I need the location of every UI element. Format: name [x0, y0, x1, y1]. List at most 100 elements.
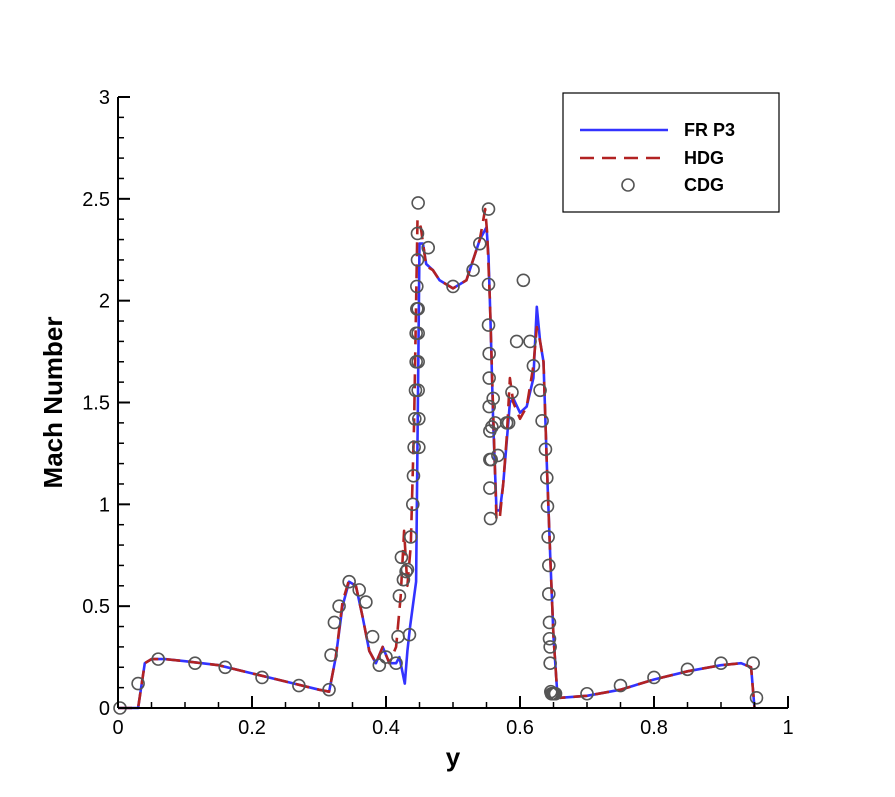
data-point	[542, 615, 557, 630]
data-point	[372, 658, 387, 673]
data-point	[481, 318, 496, 332]
legend: FR P3 HDG CDG	[562, 92, 780, 213]
legend-label-cdg: CDG	[684, 175, 724, 195]
data-point	[540, 499, 555, 514]
data-point	[410, 279, 424, 294]
data-point	[411, 383, 425, 398]
y-tick-label: 3	[99, 87, 110, 109]
data-point	[399, 564, 413, 579]
data-point	[543, 640, 557, 654]
y-axis-label: Mach Number	[38, 317, 68, 489]
data-point	[482, 371, 496, 385]
data-point	[188, 656, 202, 670]
data-point	[412, 440, 426, 455]
data-point	[421, 240, 436, 255]
series-line-hdg	[118, 207, 756, 710]
data-point	[746, 656, 760, 670]
data-point	[411, 196, 425, 210]
x-tick-label: 0	[112, 717, 123, 739]
data-point	[411, 354, 425, 369]
y-axis-ticks: 0 0.5 1 1.5 2 2.5 3	[82, 87, 130, 720]
data-point	[541, 530, 555, 544]
data-point	[647, 670, 661, 685]
legend-swatch-cdg	[621, 178, 635, 192]
data-point	[533, 383, 547, 398]
data-point	[392, 589, 407, 603]
data-point	[408, 411, 422, 426]
data-point	[218, 660, 232, 675]
data-point	[322, 682, 336, 697]
data-point	[509, 334, 524, 349]
data-point	[402, 627, 417, 642]
data-point	[151, 652, 165, 666]
y-tick-label: 1.5	[82, 393, 110, 415]
data-point	[379, 650, 393, 664]
data-point	[391, 629, 405, 644]
series-cdg	[113, 196, 764, 715]
data-point	[352, 583, 367, 597]
data-point	[365, 629, 380, 644]
data-point	[548, 686, 563, 701]
data-point	[542, 558, 556, 573]
data-point	[255, 670, 269, 685]
x-tick-label: 0.8	[640, 717, 668, 739]
legend-label-fr-p3: FR P3	[684, 120, 735, 140]
y-tick-label: 1	[99, 494, 110, 516]
series-line-fr-p3	[118, 226, 756, 710]
y-tick-label: 0	[99, 698, 110, 720]
x-tick-label: 1	[782, 717, 793, 739]
data-point	[526, 359, 541, 373]
data-point	[327, 615, 342, 630]
data-point	[501, 416, 516, 430]
data-point	[505, 385, 519, 400]
data-point	[400, 562, 415, 577]
data-point	[749, 691, 764, 705]
x-axis-label: y	[446, 742, 461, 772]
data-point	[523, 334, 537, 349]
data-point	[613, 678, 628, 693]
x-tick-label: 0.4	[372, 717, 400, 739]
legend-box	[562, 92, 780, 213]
data-point	[405, 497, 420, 512]
data-point	[446, 279, 460, 294]
data-point	[491, 448, 505, 463]
y-tick-label: 2	[99, 291, 110, 313]
data-point	[410, 226, 425, 241]
data-point	[543, 656, 557, 670]
data-point	[407, 440, 421, 455]
data-point	[481, 202, 496, 216]
data-point	[410, 253, 425, 267]
data-point	[542, 631, 557, 646]
data-point	[482, 399, 496, 414]
data-point	[484, 452, 498, 467]
data-point	[481, 277, 496, 292]
data-point	[324, 648, 338, 662]
x-tick-label: 0.6	[506, 717, 534, 739]
y-tick-label: 0.5	[82, 596, 110, 618]
data-point	[538, 442, 553, 457]
data-point	[389, 656, 403, 670]
x-axis-ticks: 0 0.2 0.4 0.6 0.8 1	[112, 696, 794, 739]
data-point	[466, 263, 480, 277]
data-point	[680, 662, 695, 677]
data-point	[539, 471, 554, 485]
data-point	[580, 686, 594, 701]
y-tick-label: 2.5	[82, 189, 110, 211]
data-point	[131, 676, 145, 691]
data-point	[516, 273, 531, 288]
data-point	[483, 481, 497, 495]
data-point	[411, 326, 425, 341]
data-point	[342, 574, 356, 589]
data-point	[486, 391, 501, 406]
data-point	[483, 511, 498, 526]
x-tick-label: 0.2	[238, 717, 266, 739]
data-point	[394, 550, 409, 565]
data-point	[714, 656, 728, 670]
legend-label-hdg: HDG	[684, 148, 724, 168]
data-point	[535, 414, 549, 428]
data-point	[485, 420, 499, 434]
plot-content	[113, 196, 764, 715]
data-point	[472, 236, 487, 251]
data-point	[403, 530, 418, 544]
